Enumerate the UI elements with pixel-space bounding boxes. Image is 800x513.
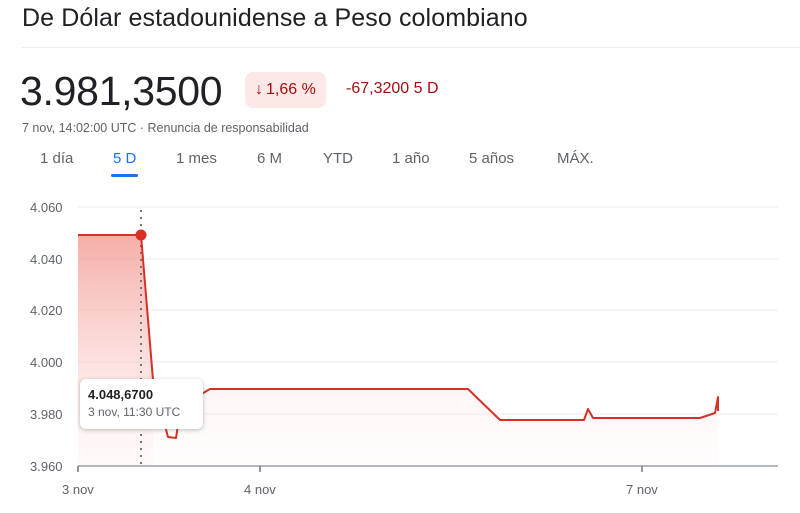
area-fill [78,235,718,466]
y-tick-3960: 3.960 [30,459,63,474]
tab-1-mes[interactable]: 1 mes [176,150,217,167]
tooltip-value: 4.048,6700 [88,387,154,402]
x-label-7-nov: 7 nov [626,482,658,497]
tab-1-dia[interactable]: 1 día [40,150,74,167]
chart-tooltip: 4.048,6700 3 nov, 11:30 UTC [80,379,203,429]
y-tick-3980: 3.980 [30,407,63,422]
disclaimer-link[interactable]: Renuncia de responsabilidad [147,121,309,135]
x-axis-labels: 3 nov 4 nov 7 nov [62,482,658,497]
absolute-change: -67,3200 5 D [346,80,439,97]
tab-ytd[interactable]: YTD [323,150,353,167]
price-chart[interactable]: 4.060 4.040 4.020 4.000 3.980 3.960 3 no… [0,190,800,513]
y-tick-4060: 4.060 [30,200,63,215]
tab-max[interactable]: MÁX. [557,150,594,167]
percent-change-value: 1,66 % [266,81,316,98]
x-label-4-nov: 4 nov [244,482,276,497]
current-price: 3.981,3500 [20,68,223,114]
timestamp-line: 7 nov, 14:02:00 UTC · Renuncia de respon… [22,121,309,135]
percent-change-badge: ↓ 1,66 % [245,72,326,108]
range-tabs: 1 día 5 D 1 mes 6 M YTD 1 año 5 años MÁX… [0,148,800,178]
tab-1-ano[interactable]: 1 año [392,150,430,167]
tab-5-anos[interactable]: 5 años [469,150,515,167]
y-tick-4020: 4.020 [30,303,63,318]
tab-6-m[interactable]: 6 M [257,150,283,167]
title-divider [22,47,800,48]
tab-5-d[interactable]: 5 D [110,150,139,177]
highlight-point[interactable] [135,229,147,241]
timestamp: 7 nov, 14:02:00 UTC · [22,121,148,135]
x-label-3-nov: 3 nov [62,482,94,497]
y-axis-labels: 4.060 4.040 4.020 4.000 3.980 3.960 [30,200,63,474]
y-tick-4000: 4.000 [30,355,63,370]
arrow-down-icon: ↓ [255,81,263,98]
tooltip-time: 3 nov, 11:30 UTC [88,405,181,419]
page-title: De Dólar estadounidense a Peso colombian… [22,4,528,32]
y-tick-4040: 4.040 [30,252,63,267]
